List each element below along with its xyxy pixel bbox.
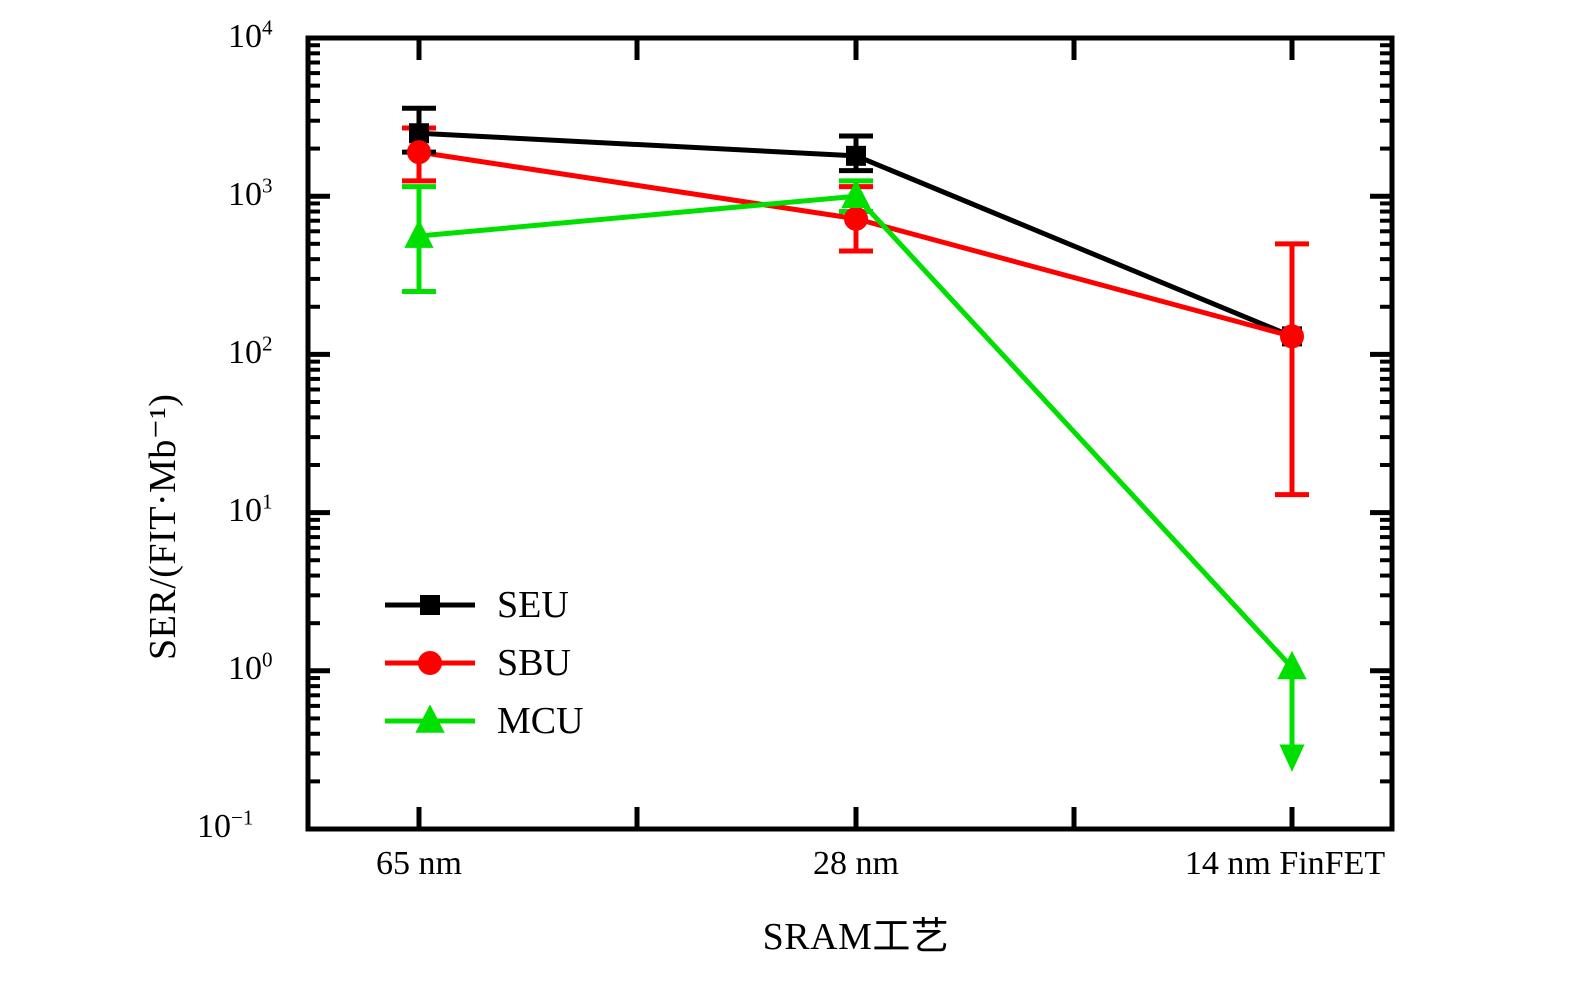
y-tick-label-0.1: 10−1 bbox=[197, 805, 254, 845]
legend-label-mcu: MCU bbox=[497, 700, 584, 742]
data-series bbox=[402, 105, 1309, 772]
x-tick-label-14nm-finfet: 14 nm FinFET bbox=[1184, 845, 1386, 882]
y-tick-label-100: 102 bbox=[228, 331, 273, 371]
y-tick-label-10: 101 bbox=[228, 489, 273, 529]
x-axis-title: SRAM工艺 bbox=[762, 916, 950, 958]
x-tick-label-28nm: 28 nm bbox=[813, 845, 899, 882]
plot-frame bbox=[305, 35, 1395, 832]
x-tick-label-65nm: 65 nm bbox=[376, 845, 462, 882]
y-tick-label-1: 100 bbox=[228, 647, 273, 687]
legend-label-sbu: SBU bbox=[497, 642, 571, 684]
legend-markers bbox=[385, 595, 475, 733]
axis-ticks bbox=[308, 35, 1392, 832]
y-axis-title: SER/(FIT·Mb⁻¹) bbox=[142, 393, 184, 660]
legend-label-seu: SEU bbox=[497, 584, 569, 626]
y-tick-label-1000: 103 bbox=[228, 173, 273, 213]
y-tick-label-10000: 104 bbox=[228, 15, 273, 55]
